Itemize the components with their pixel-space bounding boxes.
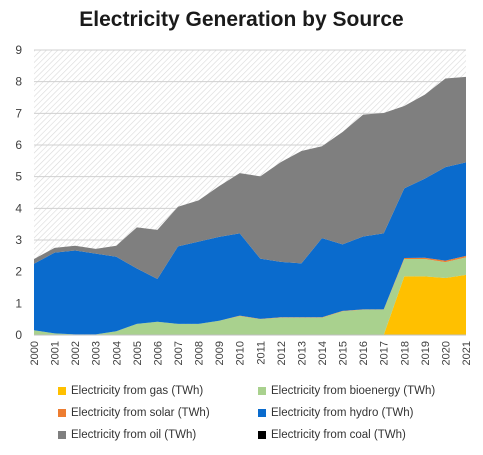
chart-title: Electricity Generation by Source: [79, 8, 404, 31]
x-tick-label: 2018: [399, 341, 411, 365]
legend-label: Electricity from gas (TWh): [71, 385, 204, 397]
y-tick-label: 9: [15, 43, 22, 57]
legend-swatch: [58, 431, 66, 439]
x-tick-label: 2015: [338, 341, 350, 365]
legend-swatch: [58, 387, 66, 395]
x-tick-label: 2004: [111, 341, 123, 365]
legend-item: Electricity from hydro (TWh): [258, 407, 414, 419]
x-tick-label: 2001: [50, 341, 62, 365]
y-tick-label: 6: [15, 138, 22, 152]
x-tick-label: 2009: [214, 341, 226, 365]
x-tick-label: 2005: [132, 341, 144, 365]
legend-swatch: [58, 409, 66, 417]
y-tick-label: 3: [15, 233, 22, 247]
y-tick-label: 8: [15, 75, 22, 89]
legend-item: Electricity from solar (TWh): [58, 407, 210, 419]
series-area-electricity-from-hydro-twh: [34, 162, 466, 335]
legend-label: Electricity from bioenergy (TWh): [271, 385, 436, 397]
series-area-electricity-from-oil-twh: [34, 76, 466, 279]
legend-label: Electricity from oil (TWh): [71, 429, 197, 441]
y-tick-label: 1: [15, 296, 22, 310]
legend-item: Electricity from oil (TWh): [58, 429, 196, 441]
legend-item: Electricity from coal (TWh): [258, 429, 406, 441]
x-tick-label: 2008: [194, 341, 206, 365]
x-tick-label: 2000: [29, 341, 41, 365]
x-tick-label: 2012: [276, 341, 288, 365]
x-tick-label: 2011: [255, 341, 267, 365]
y-axis-ticks: 0 1 2 3 4 5 6 7 8 9: [15, 43, 22, 342]
x-tick-label: 2010: [235, 341, 247, 365]
y-tick-label: 7: [15, 106, 22, 120]
legend-label: Electricity from coal (TWh): [271, 429, 406, 441]
series-area-electricity-from-bioenergy-twh: [34, 257, 466, 335]
x-tick-label: 2020: [440, 341, 452, 365]
x-tick-label: 2006: [152, 341, 164, 365]
x-tick-label: 2013: [296, 341, 308, 365]
x-axis-ticks: 2000 2001 2002 2003 2004 2005 2006 2007 2008 2009…: [29, 341, 473, 365]
y-tick-label: 2: [15, 265, 22, 279]
series-area-electricity-from-gas-twh: [34, 274, 466, 335]
x-tick-label: 2002: [70, 341, 82, 365]
legend-swatch: [258, 431, 266, 439]
x-tick-label: 2014: [317, 341, 329, 365]
legend-swatch: [258, 409, 266, 417]
x-tick-label: 2007: [173, 341, 185, 365]
y-tick-label: 4: [15, 201, 22, 215]
legend-label: Electricity from hydro (TWh): [271, 407, 414, 419]
legend-item: Electricity from bioenergy (TWh): [258, 385, 435, 397]
legend-item: Electricity from gas (TWh): [58, 385, 203, 397]
x-tick-label: 2003: [91, 341, 103, 365]
y-tick-label: 0: [15, 328, 22, 342]
x-tick-label: 2016: [358, 341, 370, 365]
legend-label: Electricity from solar (TWh): [71, 407, 210, 419]
x-tick-label: 2017: [379, 341, 391, 365]
series-areas: [34, 76, 466, 336]
x-tick-label: 2019: [420, 341, 432, 365]
x-tick-label: 2021: [461, 341, 473, 365]
y-tick-label: 5: [15, 170, 22, 184]
legend-swatch: [258, 387, 266, 395]
